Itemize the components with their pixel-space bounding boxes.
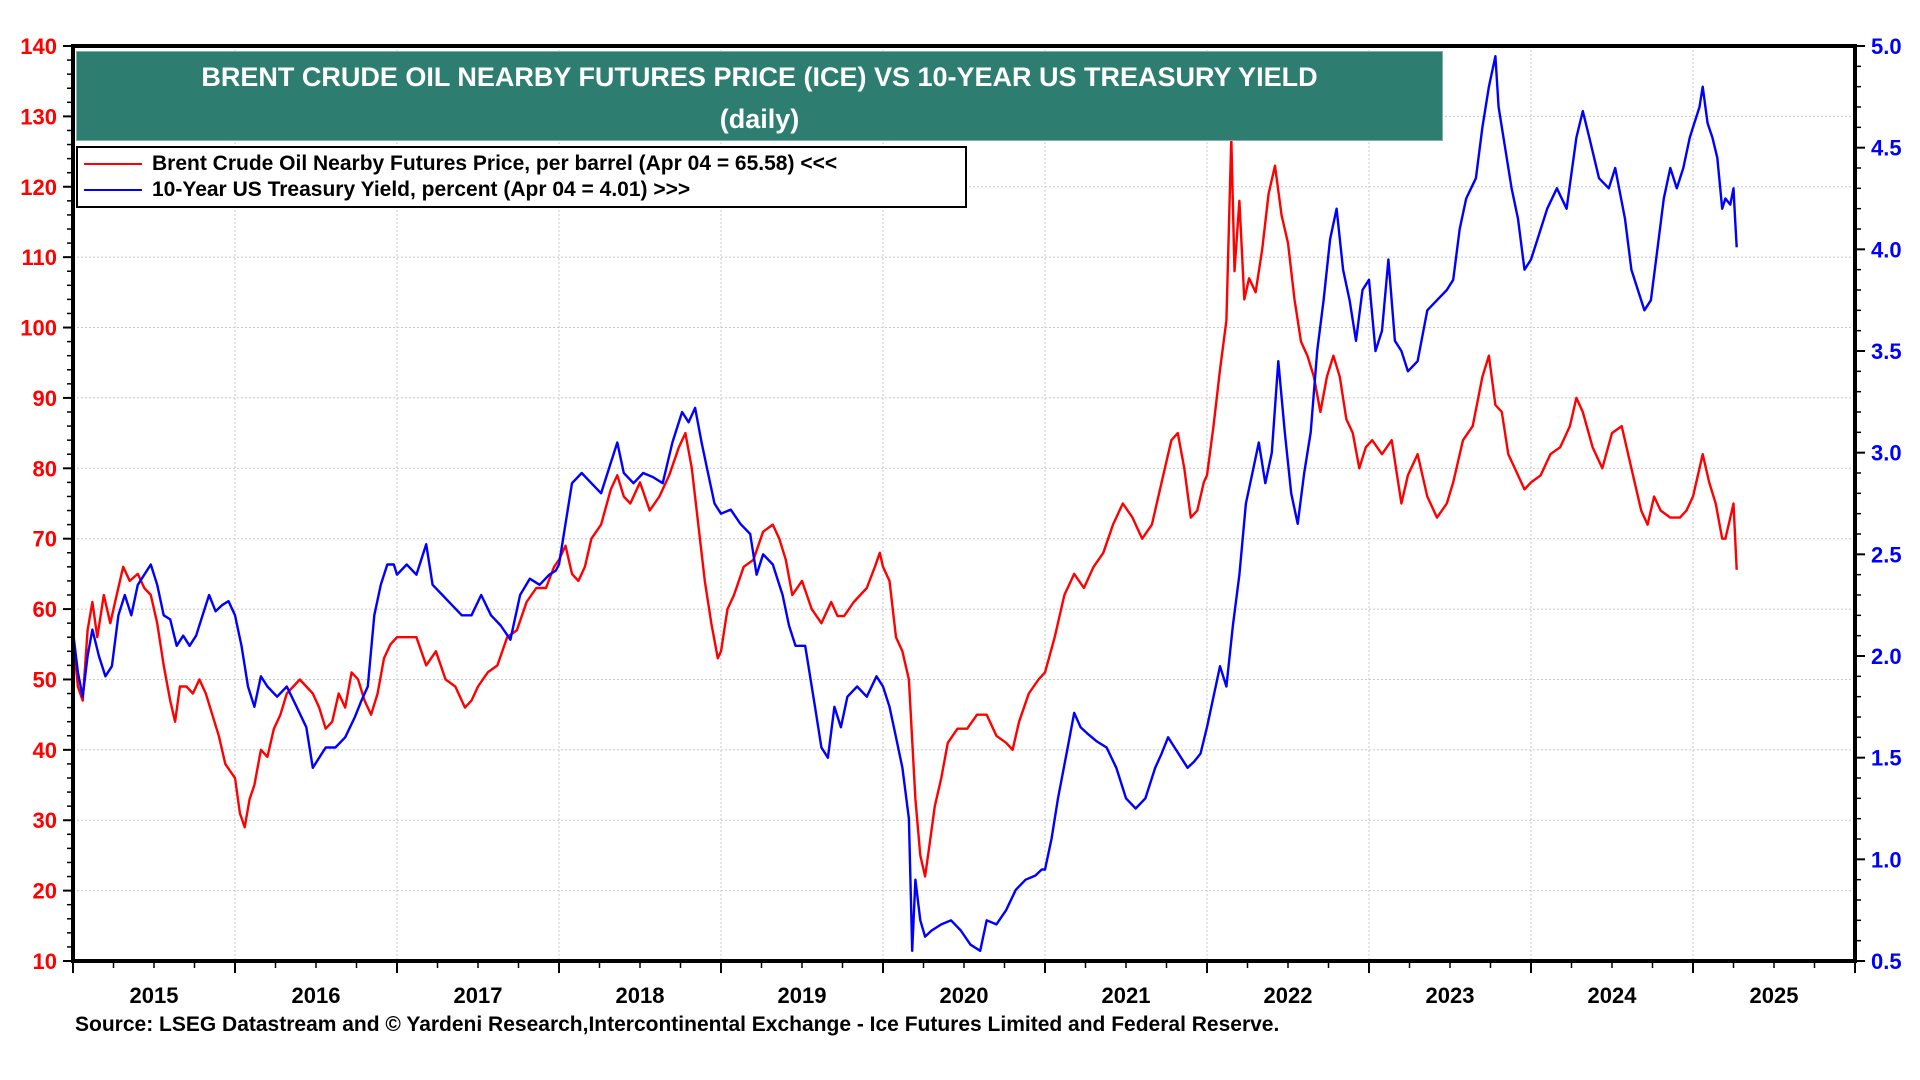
left-tick-label: 140 bbox=[20, 34, 57, 59]
right-tick-label: 2.0 bbox=[1871, 644, 1902, 669]
right-tick-label: 4.0 bbox=[1871, 237, 1902, 262]
right-y-axis: 0.5 1.0 1.5 2.0 2.5 3.0 3.5 4.0 4.5 5.0 bbox=[1855, 34, 1902, 974]
left-tick-label: 50 bbox=[33, 667, 57, 692]
left-tick-label: 110 bbox=[22, 245, 58, 270]
left-tick-label: 60 bbox=[33, 597, 57, 622]
right-tick-label: 5.0 bbox=[1871, 34, 1902, 59]
chart-title-box: BRENT CRUDE OIL NEARBY FUTURES PRICE (IC… bbox=[76, 51, 1443, 141]
series-line-brent bbox=[71, 136, 1738, 878]
legend-swatch-treasury bbox=[84, 189, 142, 191]
right-tick-label: 3.0 bbox=[1871, 441, 1902, 466]
legend-item-treasury: 10-Year US Treasury Yield, percent (Apr … bbox=[84, 177, 965, 203]
x-tick-label: 2019 bbox=[778, 983, 827, 1008]
left-tick-label: 30 bbox=[33, 808, 57, 833]
legend-swatch-brent bbox=[84, 163, 142, 165]
right-tick-label: 1.5 bbox=[1871, 746, 1902, 771]
left-tick-label: 120 bbox=[20, 175, 57, 200]
right-tick-label: 4.5 bbox=[1871, 136, 1902, 161]
x-tick-label: 2021 bbox=[1102, 983, 1151, 1008]
chart-title: BRENT CRUDE OIL NEARBY FUTURES PRICE (IC… bbox=[201, 62, 1318, 92]
source-note: Source: LSEG Datastream and © Yardeni Re… bbox=[75, 1013, 1280, 1036]
x-axis: 2015 2016 2017 2018 2019 2020 2021 2022 2023 2024… bbox=[72, 961, 1856, 1008]
left-tick-label: 80 bbox=[33, 456, 57, 481]
left-tick-label: 20 bbox=[33, 879, 57, 904]
left-tick-label: 130 bbox=[20, 104, 57, 129]
x-tick-label: 2024 bbox=[1588, 983, 1638, 1008]
x-tick-label: 2017 bbox=[454, 983, 503, 1008]
left-tick-label: 40 bbox=[33, 738, 57, 763]
series-layer bbox=[71, 55, 1738, 952]
legend-label-brent: Brent Crude Oil Nearby Futures Price, pe… bbox=[152, 152, 838, 175]
chart-subtitle: (daily) bbox=[719, 104, 800, 134]
legend-item-brent: Brent Crude Oil Nearby Futures Price, pe… bbox=[84, 151, 965, 177]
right-tick-label: 0.5 bbox=[1871, 949, 1902, 974]
left-y-axis: 10 20 30 40 50 60 70 80 90 100 110 120 130 140 bbox=[20, 34, 73, 974]
x-tick-label: 2018 bbox=[616, 983, 665, 1008]
legend-label-treasury: 10-Year US Treasury Yield, percent (Apr … bbox=[152, 178, 691, 201]
legend: Brent Crude Oil Nearby Futures Price, pe… bbox=[76, 146, 967, 208]
left-tick-label: 90 bbox=[33, 386, 57, 411]
x-tick-label: 2025 bbox=[1750, 983, 1799, 1008]
left-tick-label: 70 bbox=[33, 527, 57, 552]
left-tick-label: 100 bbox=[20, 316, 57, 341]
series-line-treasury bbox=[71, 55, 1738, 952]
x-tick-label: 2016 bbox=[292, 983, 341, 1008]
x-tick-label: 2020 bbox=[940, 983, 989, 1008]
right-tick-label: 3.5 bbox=[1871, 339, 1902, 364]
x-tick-label: 2022 bbox=[1264, 983, 1313, 1008]
x-tick-label: 2023 bbox=[1426, 983, 1475, 1008]
right-tick-label: 2.5 bbox=[1871, 542, 1902, 567]
x-tick-label: 2015 bbox=[130, 983, 179, 1008]
right-tick-label: 1.0 bbox=[1871, 847, 1902, 872]
left-tick-label: 10 bbox=[33, 949, 57, 974]
